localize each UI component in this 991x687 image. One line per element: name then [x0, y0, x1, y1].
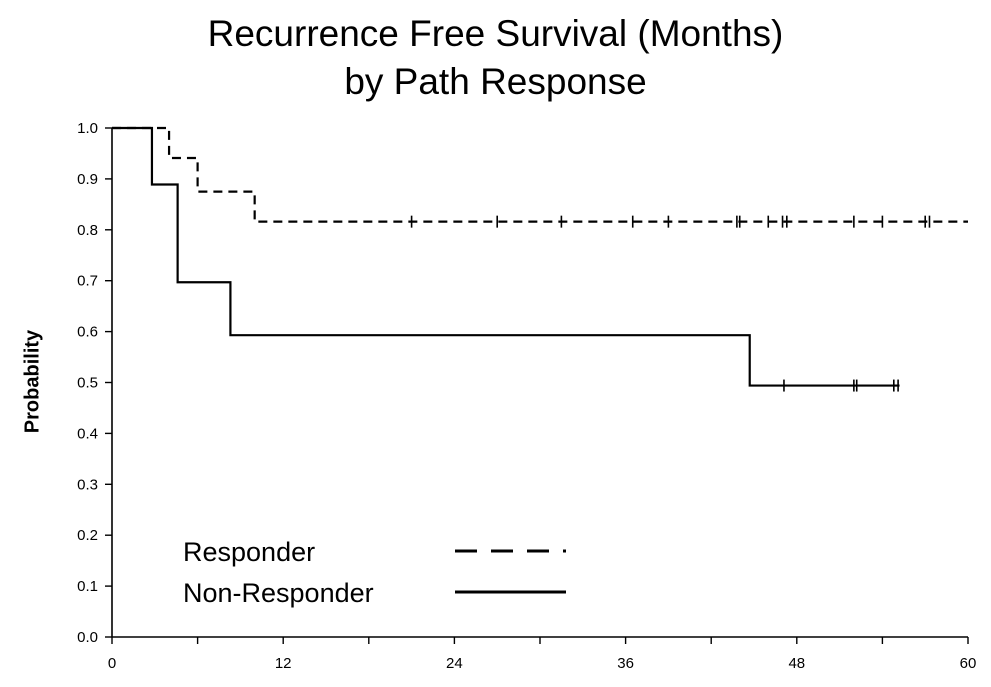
x-tick-label: 60	[960, 655, 977, 672]
legend-label-non-responder: Non-Responder	[183, 578, 374, 608]
x-tick-label: 36	[617, 655, 634, 672]
y-tick-label: 1.0	[77, 120, 98, 137]
chart-title-line2: by Path Response	[344, 61, 647, 102]
y-tick-label: 0.7	[77, 273, 98, 290]
x-tick-label: 12	[275, 655, 292, 672]
y-tick-label: 0.8	[77, 222, 98, 239]
y-tick-label: 0.5	[77, 375, 98, 392]
x-tick-label: 48	[788, 655, 805, 672]
x-tick-label: 0	[108, 655, 116, 672]
y-tick-label: 0.6	[77, 324, 98, 341]
chart-title-line1: Recurrence Free Survival (Months)	[207, 13, 784, 54]
legend-label-responder: Responder	[183, 537, 315, 567]
legend: Responder Non-Responder	[183, 537, 566, 608]
y-tick-label: 0.0	[77, 629, 98, 646]
series-group	[112, 126, 968, 392]
chart-title: Recurrence Free Survival (Months) by Pat…	[0, 10, 991, 106]
y-tick-label: 0.2	[77, 527, 98, 544]
y-tick-label: 0.4	[77, 425, 98, 442]
axes: 0.0 0.1 0.2 0.3 0.4 0.5 0.6 0.7 0.8 0.9 1.0 0 12 24 36…	[77, 120, 976, 672]
non-responder-curve	[112, 126, 900, 387]
responder-curve	[112, 126, 968, 223]
x-tick-label: 24	[446, 655, 463, 672]
y-tick-label: 0.1	[77, 578, 98, 595]
y-tick-label: 0.3	[77, 476, 98, 493]
y-tick-label: 0.9	[77, 171, 98, 188]
